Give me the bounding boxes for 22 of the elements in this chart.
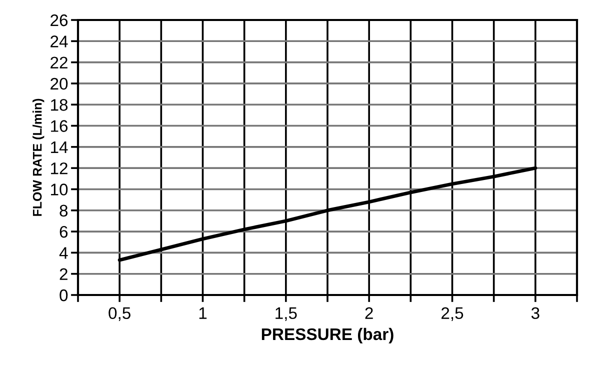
x-axis-title: PRESSURE (bar) [262,328,394,344]
x-tick-label: 2,5 [442,307,464,322]
y-tick-label: 4 [59,247,68,259]
x-tick-label: 1 [199,307,207,319]
y-tick-label: 26 [50,14,68,26]
y-tick-label: 20 [50,78,68,90]
y-tick-label: 18 [51,99,68,111]
y-tick-label: 10 [51,184,68,196]
y-tick-label: 6 [60,226,68,238]
y-tick-label: 2 [60,268,68,280]
y-tick-label: 14 [51,141,68,153]
x-tick-label: 2 [365,307,373,319]
y-tick-label: 22 [50,56,68,68]
x-tick-label: 0,5 [108,307,130,322]
y-axis-title: FLOW RATE (L/min) [32,98,44,216]
y-tick-label: 0 [60,289,68,302]
x-tick-label: 1,5 [276,307,297,322]
y-tick-label: 16 [51,120,68,132]
x-tick-label: 3 [531,307,540,320]
y-tick-label: 24 [50,36,68,48]
y-tick-label: 12 [51,162,68,174]
y-tick-label: 8 [60,204,68,217]
